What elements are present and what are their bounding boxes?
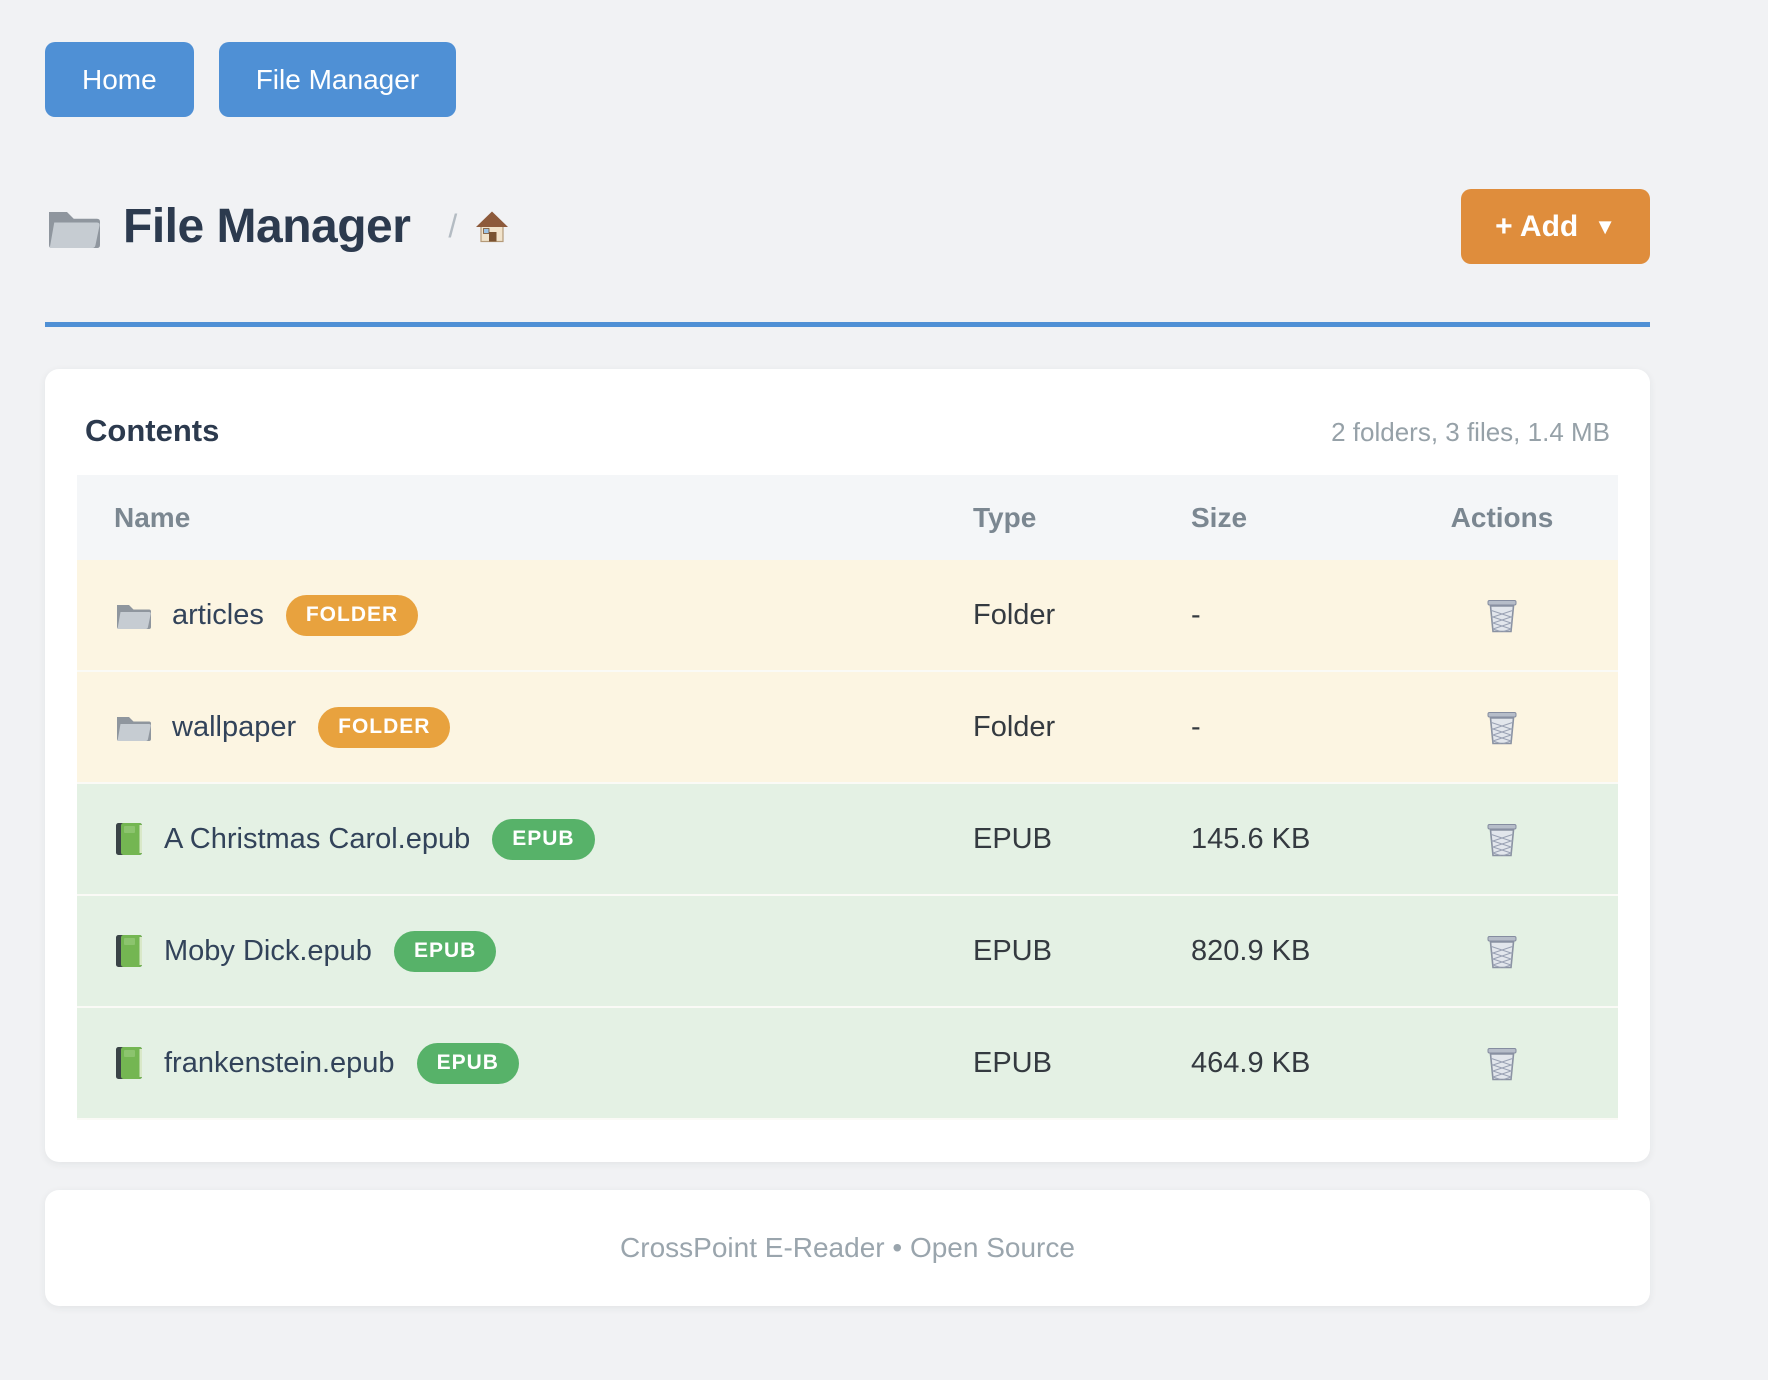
trash-icon [1485, 1069, 1519, 1084]
top-nav: Home File Manager [45, 0, 1650, 117]
nav-button-home[interactable]: Home [45, 42, 194, 117]
file-table: Name Type Size Actions articles FOLDER F… [77, 475, 1618, 1120]
folder-icon [45, 203, 101, 251]
delete-button[interactable] [1479, 815, 1525, 863]
type-cell: EPUB [973, 1008, 1191, 1120]
file-name[interactable]: A Christmas Carol.epub [164, 822, 471, 855]
footer-text: CrossPoint E-Reader • Open Source [620, 1232, 1075, 1263]
contents-summary: 2 folders, 3 files, 1.4 MB [1331, 417, 1610, 447]
footer: CrossPoint E-Reader • Open Source [45, 1190, 1650, 1306]
home-icon[interactable] [473, 210, 511, 244]
add-button-label: + Add [1495, 209, 1579, 243]
size-cell: 464.9 KB [1191, 1008, 1386, 1120]
book-icon [114, 822, 144, 856]
table-row: articles FOLDER Folder - [77, 560, 1618, 672]
column-header-name: Name [77, 475, 973, 560]
folder-icon [114, 599, 152, 631]
type-badge: EPUB [416, 1042, 519, 1084]
file-name[interactable]: frankenstein.epub [164, 1046, 395, 1079]
table-row: Moby Dick.epub EPUB EPUB 820.9 KB [77, 896, 1618, 1008]
table-row: A Christmas Carol.epub EPUB EPUB 145.6 K… [77, 784, 1618, 896]
type-badge: FOLDER [285, 594, 419, 636]
file-name[interactable]: wallpaper [172, 710, 297, 743]
size-cell: 820.9 KB [1191, 896, 1386, 1008]
delete-button[interactable] [1479, 1039, 1525, 1087]
type-cell: Folder [973, 672, 1191, 784]
trash-icon [1485, 621, 1519, 636]
type-cell: EPUB [973, 784, 1191, 896]
type-cell: EPUB [973, 896, 1191, 1008]
type-badge: FOLDER [318, 706, 451, 748]
type-badge: EPUB [492, 818, 595, 860]
table-row: frankenstein.epub EPUB EPUB 464.9 KB [77, 1008, 1618, 1120]
contents-title: Contents [85, 413, 220, 448]
header-divider [45, 322, 1650, 327]
type-badge: EPUB [393, 930, 497, 972]
delete-button[interactable] [1479, 591, 1525, 639]
page-title: File Manager [123, 200, 411, 253]
delete-button[interactable] [1479, 703, 1525, 751]
table-header-row: Name Type Size Actions [77, 475, 1618, 560]
table-row: wallpaper FOLDER Folder - [77, 672, 1618, 784]
card-header: Contents 2 folders, 3 files, 1.4 MB [77, 413, 1618, 449]
book-icon [114, 1046, 144, 1080]
type-cell: Folder [973, 560, 1191, 672]
book-icon [114, 934, 144, 968]
size-cell: - [1191, 672, 1386, 784]
page-header: File Manager / + Add ▼ [45, 189, 1650, 264]
column-header-size: Size [1191, 475, 1386, 560]
size-cell: - [1191, 560, 1386, 672]
size-cell: 145.6 KB [1191, 784, 1386, 896]
file-name[interactable]: Moby Dick.epub [164, 934, 372, 967]
trash-icon [1485, 957, 1519, 972]
file-name[interactable]: articles [172, 598, 264, 631]
column-header-actions: Actions [1386, 475, 1618, 560]
folder-icon [114, 711, 152, 743]
column-header-type: Type [973, 475, 1191, 560]
trash-icon [1485, 733, 1519, 748]
breadcrumb-separator: / [448, 208, 458, 244]
contents-card: Contents 2 folders, 3 files, 1.4 MB Name… [45, 369, 1650, 1162]
add-button[interactable]: + Add ▼ [1461, 189, 1650, 264]
page: Home File Manager File Manager / + Add ▼… [45, 0, 1650, 1306]
caret-down-icon: ▼ [1594, 213, 1616, 239]
delete-button[interactable] [1479, 927, 1525, 975]
nav-button-file-manager[interactable]: File Manager [218, 42, 457, 117]
breadcrumb: / [448, 208, 511, 245]
trash-icon [1485, 845, 1519, 860]
